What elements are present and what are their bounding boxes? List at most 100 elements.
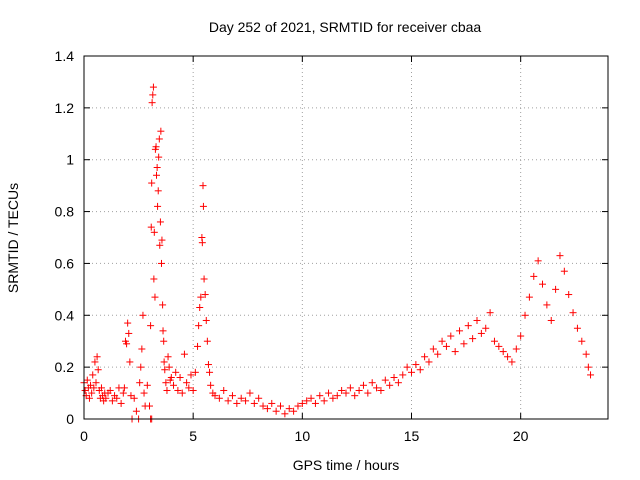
data-point — [189, 386, 197, 394]
data-point — [151, 293, 159, 301]
data-point — [508, 358, 516, 366]
data-point — [560, 267, 568, 275]
data-point — [158, 259, 166, 267]
data-point — [250, 399, 258, 407]
data-point — [90, 384, 98, 392]
data-point — [159, 327, 167, 335]
data-point — [587, 371, 595, 379]
data-point — [268, 399, 276, 407]
y-tick-label: 0.4 — [55, 307, 75, 323]
data-point — [120, 384, 128, 392]
data-point — [138, 345, 146, 353]
data-point — [442, 342, 450, 350]
data-point — [303, 397, 311, 405]
data-point — [204, 361, 212, 369]
data-point — [517, 332, 525, 340]
data-point — [152, 171, 160, 179]
data-point — [534, 257, 542, 265]
data-point — [178, 389, 186, 397]
data-point — [584, 363, 592, 371]
data-point — [233, 399, 241, 407]
data-point — [525, 293, 533, 301]
data-point — [333, 392, 341, 400]
data-point — [556, 252, 564, 260]
data-point — [113, 394, 121, 402]
data-point — [224, 397, 232, 405]
data-point — [196, 304, 204, 312]
data-point — [569, 309, 577, 317]
data-point — [160, 337, 168, 345]
y-tick-label: 0.2 — [55, 359, 75, 375]
data-point — [97, 384, 105, 392]
data-point — [148, 179, 156, 187]
data-point — [199, 182, 207, 190]
data-point — [194, 342, 202, 350]
data-point — [316, 392, 324, 400]
data-point — [307, 394, 315, 402]
data-point — [429, 345, 437, 353]
data-point — [187, 371, 195, 379]
data-point — [94, 366, 102, 374]
data-points — [80, 83, 595, 423]
data-point — [124, 319, 132, 327]
data-point — [89, 371, 97, 379]
data-point — [199, 202, 207, 210]
data-point — [162, 379, 170, 387]
data-point — [447, 332, 455, 340]
data-point — [137, 363, 145, 371]
data-point — [139, 311, 147, 319]
data-point — [277, 402, 284, 410]
data-point — [521, 311, 529, 319]
data-point — [329, 394, 337, 402]
data-point — [285, 405, 293, 413]
data-point — [125, 329, 133, 337]
data-point — [434, 350, 442, 358]
data-point — [359, 381, 367, 389]
data-point — [185, 384, 193, 392]
data-point — [102, 394, 110, 402]
data-point — [172, 368, 180, 376]
data-point — [368, 379, 376, 387]
data-point — [165, 363, 173, 371]
data-point — [174, 386, 182, 394]
y-axis-label: SRMTID / TECUs — [5, 183, 21, 293]
data-point — [403, 363, 411, 371]
data-point — [504, 353, 512, 361]
data-point — [183, 379, 191, 387]
data-point — [355, 386, 363, 394]
data-point — [152, 143, 160, 151]
data-point — [582, 350, 590, 358]
y-tick-label: 0.8 — [55, 204, 75, 220]
data-point — [206, 368, 214, 376]
data-point — [203, 337, 211, 345]
data-point — [390, 374, 398, 382]
data-point — [547, 316, 555, 324]
x-tick-label: 20 — [513, 428, 529, 444]
data-point — [338, 386, 346, 394]
data-point — [154, 202, 162, 210]
data-point — [272, 407, 280, 415]
x-tick-label: 0 — [80, 428, 88, 444]
y-tick-label: 1.2 — [55, 100, 75, 116]
data-point — [412, 361, 420, 369]
data-point — [246, 389, 254, 397]
data-point — [377, 386, 385, 394]
data-point — [298, 399, 306, 407]
data-point — [351, 392, 359, 400]
data-point — [456, 327, 464, 335]
data-point — [146, 402, 153, 410]
data-point — [364, 389, 372, 397]
data-point — [123, 340, 131, 348]
x-axis-label: GPS time / hours — [293, 457, 400, 473]
data-point — [91, 358, 99, 366]
data-point — [490, 337, 498, 345]
data-point — [495, 342, 503, 350]
data-point — [421, 353, 429, 361]
data-point — [180, 350, 188, 358]
data-point — [207, 381, 215, 389]
data-point — [197, 293, 205, 301]
data-point — [108, 397, 116, 405]
data-point — [311, 399, 319, 407]
data-point — [228, 392, 236, 400]
